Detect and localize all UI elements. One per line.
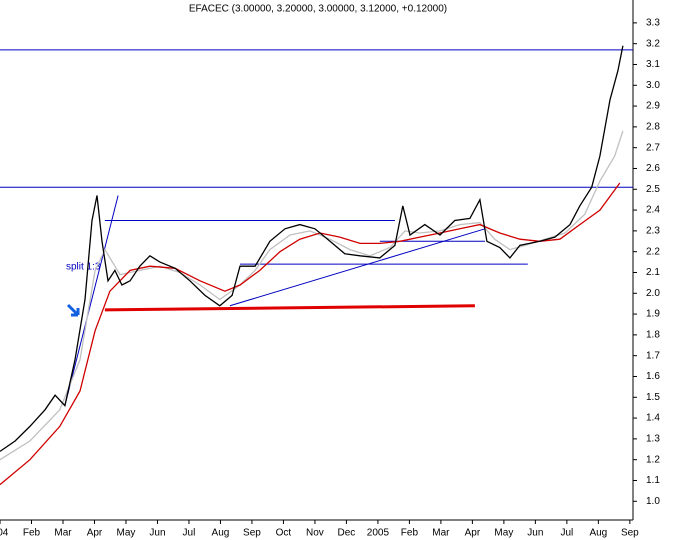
x-tick-label: Aug bbox=[212, 528, 230, 539]
x-tick-label: Dec bbox=[338, 528, 356, 539]
x-tick-label: Jul bbox=[560, 528, 573, 539]
y-tick-label: 2.1 bbox=[646, 267, 660, 278]
x-tick-label: Nov bbox=[306, 528, 324, 539]
y-tick-label: 1.7 bbox=[646, 350, 660, 361]
x-tick-label: Aug bbox=[589, 528, 607, 539]
x-tick-label: Jun bbox=[149, 528, 165, 539]
y-tick-label: 1.2 bbox=[646, 454, 660, 465]
y-tick-label: 2.4 bbox=[646, 205, 660, 216]
y-tick-label: 3.1 bbox=[646, 59, 660, 70]
y-tick-label: 3.2 bbox=[646, 38, 660, 49]
series-line bbox=[0, 45, 624, 452]
y-tick-label: 2.5 bbox=[646, 184, 660, 195]
y-tick-label: 1.4 bbox=[646, 413, 660, 424]
annotation: split 1:3 bbox=[66, 262, 101, 273]
y-tick-label: 3.3 bbox=[646, 18, 660, 29]
annotation-line bbox=[229, 228, 486, 307]
x-tick-label: Apr bbox=[87, 528, 103, 539]
x-tick-label: Mar bbox=[54, 528, 72, 539]
y-tick-label: 3.0 bbox=[646, 80, 660, 91]
annotation-line bbox=[64, 195, 119, 406]
y-tick-label: 1.0 bbox=[646, 496, 660, 507]
y-tick-label: 1.1 bbox=[646, 475, 660, 486]
arrow bbox=[66, 303, 80, 317]
x-tick-label: Jun bbox=[527, 528, 543, 539]
y-tick-label: 2.2 bbox=[646, 246, 660, 257]
y-tick-label: 2.9 bbox=[646, 101, 660, 112]
y-tick-label: 1.5 bbox=[646, 392, 660, 403]
y-tick-label: 1.6 bbox=[646, 371, 660, 382]
y-tick-label: 1.3 bbox=[646, 434, 660, 445]
x-tick-label: 2005 bbox=[367, 528, 390, 539]
x-tick-label: Oct bbox=[276, 528, 292, 539]
x-tick-label: May bbox=[494, 528, 513, 539]
annotation-line bbox=[104, 304, 475, 312]
x-tick-label: Feb bbox=[401, 528, 419, 539]
x-tick-label: Jul bbox=[183, 528, 196, 539]
x-tick-label: Sep bbox=[621, 528, 639, 539]
x-tick-label: Sep bbox=[243, 528, 261, 539]
x-tick-label: Apr bbox=[465, 528, 481, 539]
x-tick-label: Feb bbox=[23, 528, 41, 539]
y-tick-label: 2.6 bbox=[646, 163, 660, 174]
x-tick-label: Mar bbox=[432, 528, 450, 539]
chart-title: EFACEC (3.00000, 3.20000, 3.00000, 3.120… bbox=[189, 4, 447, 15]
y-tick-label: 2.8 bbox=[646, 122, 660, 133]
x-tick-label: May bbox=[117, 528, 136, 539]
y-tick-label: 1.8 bbox=[646, 330, 660, 341]
y-tick-label: 1.9 bbox=[646, 309, 660, 320]
y-tick-label: 2.7 bbox=[646, 142, 660, 153]
x-tick-label: 004 bbox=[0, 528, 9, 539]
y-tick-label: 2.0 bbox=[646, 288, 660, 299]
y-tick-label: 2.3 bbox=[646, 226, 660, 237]
